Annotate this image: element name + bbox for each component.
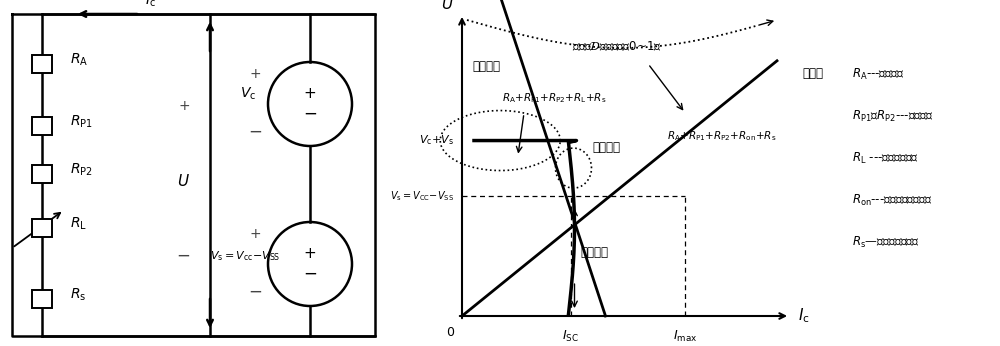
Text: 其中：: 其中：	[802, 67, 823, 81]
Text: +: +	[304, 246, 316, 262]
Text: −: −	[303, 265, 317, 283]
Text: $R_{\rm s}$—电流分流器电阻: $R_{\rm s}$—电流分流器电阻	[852, 235, 920, 249]
Text: $R_{\rm P1}$: $R_{\rm P1}$	[70, 114, 93, 130]
Text: $V_{\rm c}{+}V_{\rm s}$: $V_{\rm c}{+}V_{\rm s}$	[419, 134, 454, 147]
Text: $V_{\rm s}{=}V_{\rm CC}{-}V_{\rm SS}$: $V_{\rm s}{=}V_{\rm CC}{-}V_{\rm SS}$	[390, 189, 454, 202]
Text: +: +	[249, 67, 261, 81]
Text: +: +	[304, 86, 316, 101]
Text: −: −	[176, 247, 190, 265]
Text: $R_{\rm A}{+}R_{\rm P1}{+}R_{\rm P2}{+}R_{\rm L}{+}R_{\rm s}$: $R_{\rm A}{+}R_{\rm P1}{+}R_{\rm P2}{+}R…	[502, 92, 607, 106]
FancyBboxPatch shape	[32, 55, 52, 73]
Text: $R_{\rm P1}$、$R_{\rm P2}$---导线电阻: $R_{\rm P1}$、$R_{\rm P2}$---导线电阻	[852, 108, 934, 124]
Text: $R_{\rm A}$: $R_{\rm A}$	[70, 52, 88, 68]
Text: $U$: $U$	[177, 173, 190, 189]
Text: 0: 0	[446, 326, 454, 339]
Text: $R_{\rm A}$---保护电阻: $R_{\rm A}$---保护电阻	[852, 66, 905, 82]
Text: $R_{\rm s}$: $R_{\rm s}$	[70, 287, 86, 303]
Text: +: +	[178, 99, 190, 113]
Text: $V_{\rm s}{=}V_{\rm cc}{-}V_{\rm SS}$: $V_{\rm s}{=}V_{\rm cc}{-}V_{\rm SS}$	[210, 249, 280, 263]
Text: +: +	[249, 227, 261, 241]
Text: 恒压源区: 恒压源区	[472, 60, 500, 73]
FancyBboxPatch shape	[32, 117, 52, 135]
Text: $R_{\rm P2}$: $R_{\rm P2}$	[70, 162, 93, 178]
Text: $V_{\rm c}$: $V_{\rm c}$	[240, 86, 256, 102]
FancyBboxPatch shape	[32, 219, 52, 237]
Text: $R_{\rm on}$---负载电阻残余电阻: $R_{\rm on}$---负载电阻残余电阻	[852, 192, 933, 208]
FancyBboxPatch shape	[32, 290, 52, 308]
Text: $R_{\rm A}{+}R_{\rm P1}{+}R_{\rm P2}{+}R_{\rm on}{+}R_{\rm s}$: $R_{\rm A}{+}R_{\rm P1}{+}R_{\rm P2}{+}R…	[667, 129, 776, 143]
Text: $I_{\rm max}$: $I_{\rm max}$	[673, 329, 697, 344]
Text: $U$: $U$	[441, 0, 453, 12]
FancyBboxPatch shape	[32, 165, 52, 183]
Text: $R_{\rm L}$ ---程控负载电阻: $R_{\rm L}$ ---程控负载电阻	[852, 151, 919, 165]
Text: $I_{\rm SC}$: $I_{\rm SC}$	[562, 329, 579, 344]
Text: −: −	[303, 105, 317, 123]
Text: $I_{\rm c}$: $I_{\rm c}$	[798, 307, 810, 325]
Text: 补偿电压: 补偿电压	[580, 246, 608, 259]
Text: $I_{\rm c}$: $I_{\rm c}$	[145, 0, 156, 9]
Text: −: −	[248, 283, 262, 301]
Text: 恒流源区: 恒流源区	[592, 141, 620, 154]
Text: −: −	[248, 123, 262, 141]
Text: 数字量$\mathcal{D}$控制区间（0~1）: 数字量$\mathcal{D}$控制区间（0~1）	[572, 40, 662, 53]
Text: $R_{\rm L}$: $R_{\rm L}$	[70, 216, 87, 232]
